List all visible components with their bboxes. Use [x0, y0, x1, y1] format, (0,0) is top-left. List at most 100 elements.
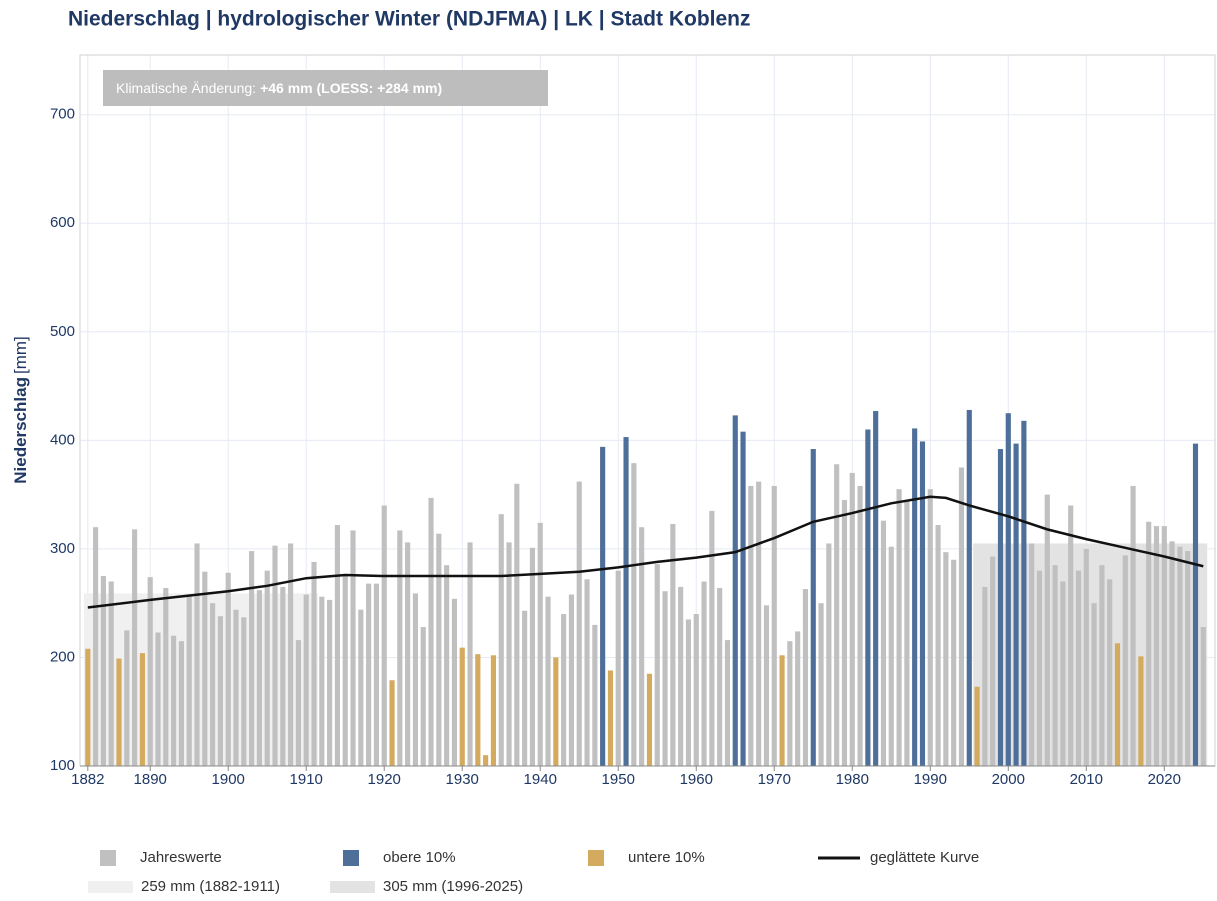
bar [841, 500, 848, 766]
bar [264, 570, 270, 766]
reference-band [973, 543, 1208, 766]
bar [436, 533, 442, 766]
bar [116, 658, 122, 766]
bar [467, 542, 473, 766]
bar [1146, 521, 1152, 766]
legend-label: untere 10% [628, 849, 705, 866]
bar [1153, 526, 1160, 766]
bar [194, 543, 200, 766]
legend-swatch [100, 850, 116, 866]
bar [873, 411, 879, 766]
bar [1130, 485, 1136, 766]
legend-label: 259 mm (1882-1911) [141, 878, 280, 895]
bar [849, 472, 855, 766]
bar [280, 586, 286, 766]
bar [288, 543, 294, 766]
bar [943, 552, 949, 766]
bar [498, 514, 504, 766]
bar [818, 603, 824, 766]
bar [303, 594, 309, 766]
bar [1068, 505, 1074, 766]
bar [210, 603, 216, 766]
annotation-box [103, 70, 548, 106]
bar [670, 523, 676, 766]
x-tick-label: 1882 [71, 771, 104, 788]
bar [919, 441, 926, 766]
bar [709, 510, 715, 766]
bar [100, 576, 106, 766]
bar [935, 525, 941, 766]
annotation-prefix: Klimatische Änderung: [116, 80, 256, 96]
y-tick-label: 600 [50, 214, 75, 231]
legend-label: Jahreswerte [140, 849, 222, 866]
bar [662, 591, 668, 766]
bar [366, 583, 372, 766]
chart-title: Niederschlag | hydrologischer Winter (ND… [68, 8, 751, 31]
bar [514, 483, 520, 766]
bar [350, 530, 356, 766]
x-tick-label: 1990 [914, 771, 947, 788]
legend-swatch [343, 850, 359, 866]
bar [475, 654, 481, 766]
bar [1060, 581, 1066, 766]
bar [178, 641, 184, 766]
x-tick-label: 1890 [134, 771, 167, 788]
x-tick-label: 1940 [524, 771, 557, 788]
bar [592, 624, 598, 766]
bar [1185, 551, 1191, 766]
bar [1021, 420, 1027, 766]
x-tick-label: 1980 [836, 771, 869, 788]
bar [155, 632, 161, 766]
bar [537, 522, 543, 766]
bar [163, 587, 169, 766]
bar [779, 655, 785, 766]
bar [459, 647, 465, 766]
bar [272, 545, 278, 766]
x-tick-label: 1900 [212, 771, 245, 788]
bar [1161, 526, 1167, 766]
bar [522, 610, 528, 766]
y-tick-label: 100 [50, 757, 75, 774]
bar [1044, 494, 1050, 766]
bar [802, 589, 809, 766]
bar [576, 481, 582, 766]
bar [85, 648, 91, 766]
bar [545, 596, 551, 766]
bar [615, 570, 621, 766]
bar [584, 579, 590, 766]
bar [904, 500, 910, 766]
bar [1029, 543, 1035, 766]
annotation: Klimatische Änderung: +46 mm (LOESS: +284… [116, 80, 442, 96]
bar [373, 583, 380, 766]
bar [763, 605, 770, 766]
bar [748, 485, 754, 766]
bar [1122, 555, 1128, 766]
smooth-line [87, 495, 1204, 609]
bar [381, 505, 387, 766]
bar [202, 571, 208, 766]
bar [342, 574, 348, 766]
x-tick-label: 2010 [1070, 771, 1103, 788]
bar [880, 520, 887, 766]
bar [927, 489, 933, 766]
bar [295, 640, 301, 766]
bar [397, 530, 403, 766]
legend-label: 305 mm (1996-2025) [383, 878, 523, 895]
bar [1091, 603, 1097, 766]
bar [561, 614, 567, 766]
bar [912, 428, 918, 766]
bar [646, 673, 653, 766]
legend-swatch [588, 850, 604, 866]
bar [857, 485, 863, 766]
bar [327, 599, 333, 766]
bar [974, 686, 980, 766]
bar [1114, 643, 1121, 766]
x-tick-label: 1970 [758, 771, 791, 788]
y-tick-label: 300 [50, 540, 75, 557]
bar [740, 431, 746, 766]
bar [506, 542, 512, 766]
bar [319, 596, 325, 766]
bar [795, 631, 801, 766]
bar [997, 449, 1004, 766]
bar [732, 415, 738, 766]
